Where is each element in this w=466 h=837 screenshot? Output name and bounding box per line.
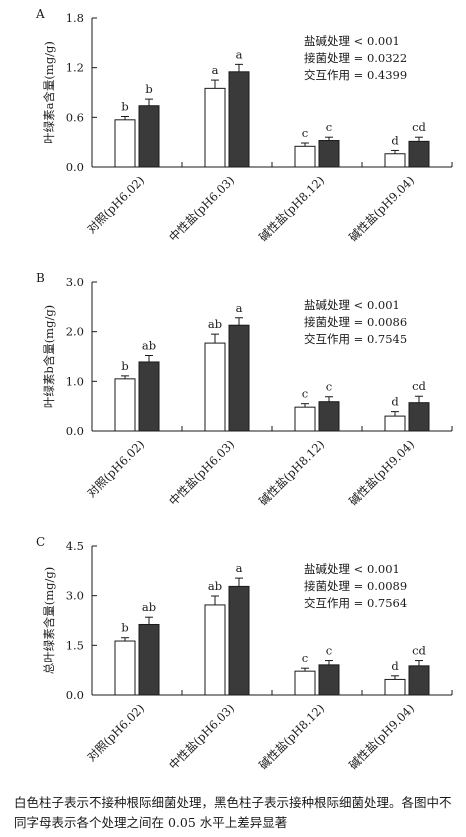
y-axis-label: 总叶绿素含量(mg/g) (42, 567, 56, 674)
bar-uninoculated (294, 145, 316, 168)
significance-letter: c (302, 387, 308, 401)
bar-inoculated (228, 71, 250, 168)
panel-c: C总叶绿素含量(mg/g)0.01.53.04.5bab对照(pH6.02)ab… (36, 535, 453, 772)
significance-letter: cd (412, 644, 426, 658)
x-tick-label: 碱性盐(pH9.04) (346, 701, 417, 772)
significance-letter: ab (142, 339, 156, 353)
significance-letter: a (236, 301, 243, 315)
significance-letter: ab (208, 579, 222, 593)
bar-inoculated (138, 361, 160, 432)
y-tick-label: 1.8 (66, 11, 84, 25)
bar-inoculated (228, 585, 250, 696)
bar-inoculated (408, 665, 430, 696)
x-tick-label: 对照(pH6.02) (84, 701, 147, 764)
bar-uninoculated (384, 678, 406, 696)
bar-inoculated (228, 324, 250, 432)
bar-inoculated (138, 623, 160, 696)
significance-letter: b (121, 100, 128, 114)
y-tick-label: 3.0 (66, 275, 84, 289)
y-tick-label: 0.6 (66, 110, 84, 124)
stats-line: 盐碱处理 < 0.001 (304, 298, 400, 312)
significance-letter: a (236, 47, 243, 61)
panel-label: A (35, 7, 45, 21)
significance-letter: d (391, 659, 399, 673)
bar-uninoculated (384, 415, 406, 432)
stats-line: 盐碱处理 < 0.001 (304, 562, 400, 576)
bar-uninoculated (114, 119, 136, 168)
bar-uninoculated (204, 604, 226, 696)
significance-letter: a (212, 63, 219, 77)
significance-letter: ab (208, 317, 222, 331)
x-tick-label: 中性盐(pH6.03) (166, 173, 237, 244)
panel-a: A 叶绿素a含量(mg/g) 0.0 0.6 1.2 1.8 b b 对照(pH6.02) a a 中… (35, 7, 453, 244)
bar-uninoculated (204, 87, 226, 168)
significance-letter: b (121, 621, 128, 635)
significance-letter: d (391, 395, 399, 409)
y-tick-label: 4.5 (66, 539, 84, 553)
stats-line: 交互作用 = 0.7564 (304, 596, 407, 610)
significance-letter: cd (412, 120, 426, 134)
stats-line: 交互作用 = 0.7545 (304, 332, 407, 346)
x-tick-label: 碱性盐(pH9.04) (346, 173, 417, 244)
significance-letter: b (145, 82, 152, 96)
stats-line: 接菌处理 = 0.0086 (304, 315, 407, 329)
bar-uninoculated (114, 378, 136, 432)
bar-inoculated (318, 401, 340, 432)
y-tick-label: 3.0 (66, 589, 84, 603)
significance-letter: c (302, 126, 308, 140)
significance-letter: cd (412, 379, 426, 393)
x-tick-label: 碱性盐(pH8.12) (256, 701, 327, 772)
y-tick-label: 1.2 (66, 61, 84, 75)
significance-letter: d (391, 133, 399, 147)
bar-uninoculated (204, 342, 226, 432)
stats-line: 接菌处理 = 0.0322 (304, 51, 407, 65)
y-tick-label: 0.0 (66, 424, 84, 438)
y-axis-label: 叶绿素a含量(mg/g) (42, 41, 56, 144)
stats-line: 盐碱处理 < 0.001 (304, 34, 400, 48)
bar-uninoculated (114, 640, 136, 696)
significance-letter: c (302, 651, 308, 665)
significance-letter: c (326, 120, 332, 134)
y-tick-label: 1.0 (66, 374, 84, 388)
panel-label: C (36, 535, 45, 549)
significance-letter: c (326, 644, 332, 658)
y-tick-label: 1.5 (66, 638, 84, 652)
y-tick-label: 0.0 (66, 688, 84, 702)
panel-b: B叶绿素b含量(mg/g)0.01.02.03.0bab对照(pH6.02)ab… (36, 271, 453, 508)
x-tick-label: 碱性盐(pH9.04) (346, 437, 417, 508)
x-tick-label: 碱性盐(pH8.12) (256, 437, 327, 508)
x-tick-label: 碱性盐(pH8.12) (256, 173, 327, 244)
y-axis-label: 叶绿素b含量(mg/g) (42, 305, 56, 408)
significance-letter: ab (142, 600, 156, 614)
significance-letter: c (326, 380, 332, 394)
x-tick-label: 中性盐(pH6.03) (166, 701, 237, 772)
bar-inoculated (318, 664, 340, 696)
bar-inoculated (408, 140, 430, 168)
x-tick-label: 中性盐(pH6.03) (166, 437, 237, 508)
significance-letter: b (121, 359, 128, 373)
x-tick-label: 对照(pH6.02) (84, 173, 147, 236)
panel-label: B (36, 271, 45, 285)
bar-inoculated (318, 140, 340, 168)
figure-caption: 白色柱子表示不接种根际细菌处理，黑色柱子表示接种根际细菌处理。各图中不同字母表示… (14, 795, 452, 830)
bar-uninoculated (294, 406, 316, 432)
bar-inoculated (138, 105, 160, 168)
bar-uninoculated (294, 670, 316, 696)
bar-uninoculated (384, 153, 406, 168)
x-tick-label: 对照(pH6.02) (84, 437, 147, 500)
stats-line: 交互作用 = 0.4399 (304, 68, 407, 82)
significance-letter: a (236, 561, 243, 575)
y-tick-label: 2.0 (66, 325, 84, 339)
y-tick-label: 0.0 (66, 160, 84, 174)
stats-line: 接菌处理 = 0.0089 (304, 579, 407, 593)
bar-inoculated (408, 402, 430, 432)
